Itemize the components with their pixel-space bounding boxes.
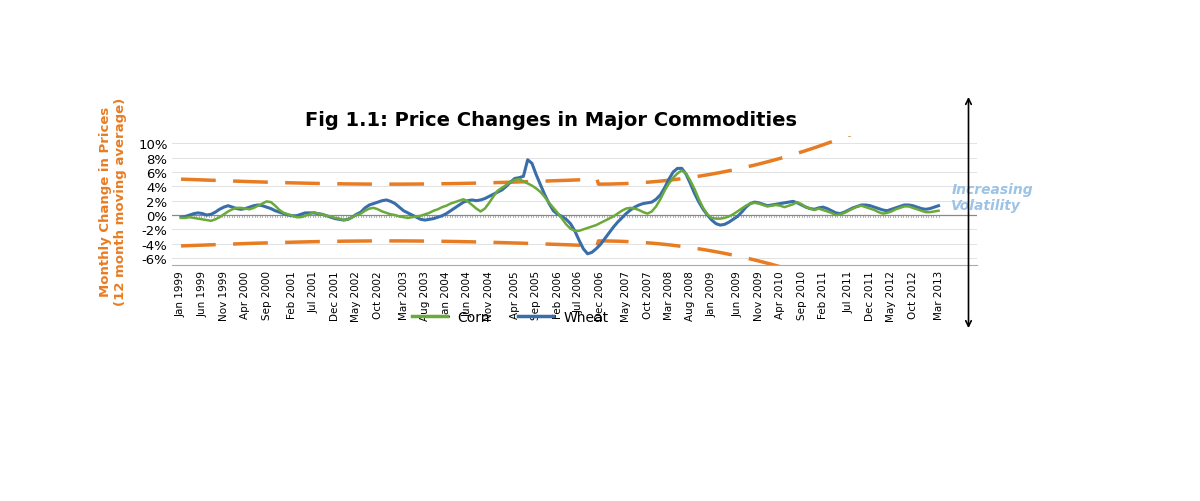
Title: Fig 1.1: Price Changes in Major Commodities: Fig 1.1: Price Changes in Major Commodit… (305, 111, 797, 130)
Legend: Corn, Wheat: Corn, Wheat (407, 305, 614, 330)
Y-axis label: Monthly Change in Prices
(12 month moving average): Monthly Change in Prices (12 month movin… (98, 97, 127, 305)
Text: Increasing
Volatility: Increasing Volatility (952, 183, 1033, 213)
